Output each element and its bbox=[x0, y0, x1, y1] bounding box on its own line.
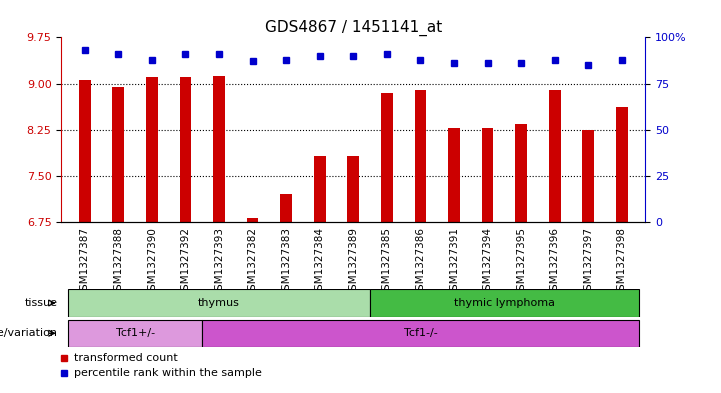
Text: thymus: thymus bbox=[198, 298, 240, 308]
Text: genotype/variation: genotype/variation bbox=[0, 328, 58, 338]
Bar bbox=[583, 130, 594, 222]
Bar bbox=[415, 90, 426, 222]
Text: percentile rank within the sample: percentile rank within the sample bbox=[74, 367, 262, 378]
Text: transformed count: transformed count bbox=[74, 353, 178, 364]
Text: thymic lymphoma: thymic lymphoma bbox=[454, 298, 555, 308]
Title: GDS4867 / 1451141_at: GDS4867 / 1451141_at bbox=[265, 20, 442, 36]
Bar bbox=[549, 90, 560, 222]
Bar bbox=[381, 93, 393, 222]
Bar bbox=[68, 289, 370, 317]
Bar bbox=[516, 123, 527, 222]
Text: tissue: tissue bbox=[25, 298, 58, 308]
Bar bbox=[213, 76, 225, 222]
Bar bbox=[68, 320, 203, 347]
Bar bbox=[79, 81, 91, 222]
Bar bbox=[280, 194, 292, 222]
Bar bbox=[146, 77, 158, 222]
Bar bbox=[448, 128, 460, 222]
Text: Tcf1+/-: Tcf1+/- bbox=[115, 328, 155, 338]
Bar bbox=[180, 77, 191, 222]
Bar bbox=[112, 86, 124, 222]
Bar bbox=[616, 107, 628, 222]
Bar bbox=[348, 156, 359, 222]
Text: Tcf1-/-: Tcf1-/- bbox=[404, 328, 438, 338]
Bar bbox=[203, 320, 639, 347]
Bar bbox=[247, 218, 258, 222]
Bar bbox=[314, 156, 326, 222]
Bar bbox=[482, 128, 493, 222]
Bar bbox=[370, 289, 639, 317]
